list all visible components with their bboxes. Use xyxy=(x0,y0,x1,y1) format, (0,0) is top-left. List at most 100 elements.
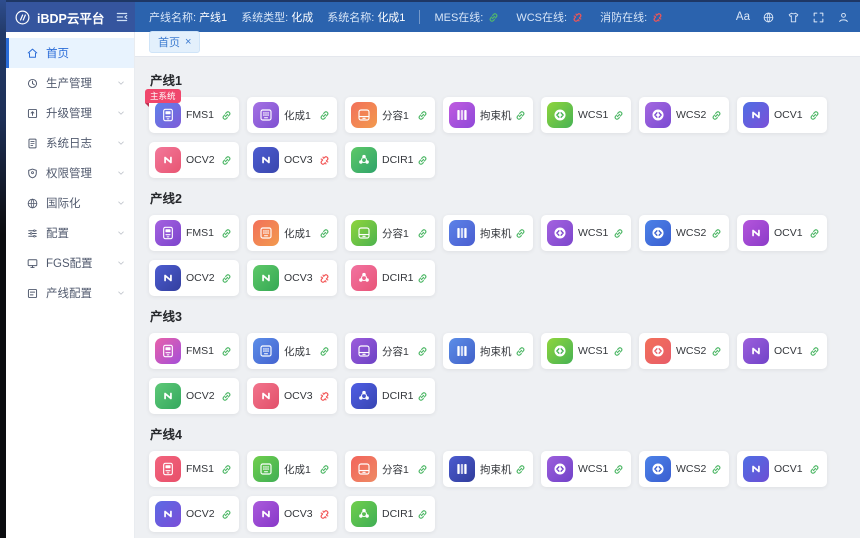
sidebar-item-upgrade[interactable]: 升级管理 xyxy=(6,98,134,128)
link-online-icon xyxy=(808,463,821,476)
device-card-OCV2[interactable]: OCV2 xyxy=(149,260,239,296)
device-card-OCV1[interactable]: OCV1 xyxy=(737,333,827,369)
link-online-icon xyxy=(514,227,527,240)
device-card-WCS1[interactable]: WCS1 xyxy=(541,333,631,369)
device-card-分容1[interactable]: 分容1 xyxy=(345,215,435,251)
device-card-DCIR1[interactable]: DCIR1 xyxy=(345,142,435,178)
device-card-化成1[interactable]: 化成1 xyxy=(247,215,337,251)
device-card-OCV3[interactable]: OCV3 xyxy=(247,260,337,296)
theme-button[interactable] xyxy=(787,11,800,24)
tab-home[interactable]: 首页 × xyxy=(149,31,201,53)
device-card-WCS1[interactable]: WCS1 xyxy=(541,451,631,487)
fullscreen-button[interactable] xyxy=(812,11,825,24)
shirt-icon xyxy=(787,11,800,24)
top-header: iBDP云平台 产线名称: 产线1 系统类型: 化成 系统名称: 化成1 MES在线: WC… xyxy=(6,2,860,32)
section-title: 产线3 xyxy=(150,310,182,324)
link-online-icon xyxy=(416,508,429,521)
wcs-icon xyxy=(547,102,573,128)
link-online-icon xyxy=(318,463,331,476)
header-divider xyxy=(419,10,421,24)
device-card-OCV1[interactable]: OCV1 xyxy=(737,451,827,487)
device-card-FMS1[interactable]: 主系统 FMS1 xyxy=(145,89,239,133)
user-button[interactable] xyxy=(837,11,850,24)
tab-label: 首页 xyxy=(158,37,180,49)
sidebar-item-home[interactable]: 首页 xyxy=(6,38,134,68)
upgrade-icon xyxy=(26,107,39,120)
link-broken-icon xyxy=(318,508,331,521)
device-card-分容1[interactable]: 分容1 xyxy=(345,451,435,487)
device-card-OCV1[interactable]: OCV1 xyxy=(737,215,827,251)
device-card-化成1[interactable]: 化成1 xyxy=(247,333,337,369)
device-card-DCIR1[interactable]: DCIR1 xyxy=(345,378,435,414)
sidebar-item-label: FGS配置 xyxy=(46,258,93,270)
link-online-icon xyxy=(710,109,723,122)
header-info-item: 产线名称: 产线1 xyxy=(149,12,228,24)
device-card-OCV3[interactable]: OCV3 xyxy=(247,378,337,414)
chevron-down-icon xyxy=(116,168,126,178)
device-card-OCV3[interactable]: OCV3 xyxy=(247,142,337,178)
device-label: WCS1 xyxy=(578,227,609,239)
sidebar-item-fgs[interactable]: FGS配置 xyxy=(6,248,134,278)
device-card-DCIR1[interactable]: DCIR1 xyxy=(345,260,435,296)
device-card-FMS1[interactable]: FMS1 xyxy=(149,333,239,369)
sidebar-item-log[interactable]: 系统日志 xyxy=(6,128,134,158)
ocv-icon xyxy=(155,265,181,291)
link-online-icon xyxy=(808,109,821,122)
tab-close-icon[interactable]: × xyxy=(185,35,192,48)
device-card-FMS1[interactable]: FMS1 xyxy=(149,215,239,251)
header-status-item: WCS在线: xyxy=(516,9,584,25)
header-info-item: 系统类型: 化成 xyxy=(241,12,314,24)
sidebar-collapse-button[interactable] xyxy=(115,10,129,24)
fullscreen-icon xyxy=(812,11,825,24)
ocv-icon xyxy=(743,338,769,364)
device-card-OCV2[interactable]: OCV2 xyxy=(149,142,239,178)
device-card-OCV1[interactable]: OCV1 xyxy=(737,97,827,133)
device-card-OCV2[interactable]: OCV2 xyxy=(149,378,239,414)
formation-icon xyxy=(253,338,279,364)
device-label: OCV1 xyxy=(774,345,803,357)
sidebar-item-label: 配置 xyxy=(46,228,69,240)
link-online-icon xyxy=(318,345,331,358)
sidebar-item-config[interactable]: 配置 xyxy=(6,218,134,248)
device-label: DCIR1 xyxy=(382,508,414,520)
device-label: 拘束机 xyxy=(480,345,512,358)
device-card-OCV3[interactable]: OCV3 xyxy=(247,496,337,532)
device-card-DCIR1[interactable]: DCIR1 xyxy=(345,496,435,532)
device-card-分容1[interactable]: 分容1 xyxy=(345,97,435,133)
device-card-WCS1[interactable]: WCS1 xyxy=(541,97,631,133)
device-label: WCS1 xyxy=(578,463,609,475)
device-label: OCV1 xyxy=(774,227,803,239)
main-system-badge: 主系统 xyxy=(145,89,181,106)
device-card-拘束机[interactable]: 拘束机 xyxy=(443,333,533,369)
device-card-拘束机[interactable]: 拘束机 xyxy=(443,97,533,133)
sidebar-item-production[interactable]: 生产管理 xyxy=(6,68,134,98)
font-size-button[interactable]: Aa xyxy=(735,11,750,23)
device-label: WCS2 xyxy=(676,463,707,475)
sidebar-item-permission[interactable]: 权限管理 xyxy=(6,158,134,188)
dcir-icon xyxy=(351,147,377,173)
link-online-icon xyxy=(612,463,625,476)
device-card-化成1[interactable]: 化成1 xyxy=(247,97,337,133)
device-card-拘束机[interactable]: 拘束机 xyxy=(443,451,533,487)
chevron-down-icon xyxy=(116,228,126,238)
device-card-WCS1[interactable]: WCS1 xyxy=(541,215,631,251)
sidebar-item-line-config[interactable]: 产线配置 xyxy=(6,278,134,308)
device-card-分容1[interactable]: 分容1 xyxy=(345,333,435,369)
ocv-icon xyxy=(743,456,769,482)
device-card-WCS2[interactable]: WCS2 xyxy=(639,451,729,487)
user-icon xyxy=(837,11,850,24)
device-card-FMS1[interactable]: FMS1 xyxy=(149,451,239,487)
device-label: OCV2 xyxy=(186,272,215,284)
device-card-化成1[interactable]: 化成1 xyxy=(247,451,337,487)
production-line-section: 产线3 FMS1 化成1 分容1 拘束机 WCS1 WCS2 OCV1 OCV2 OCV3 DCIR… xyxy=(149,306,847,414)
app-title: iBDP云平台 xyxy=(37,11,105,26)
language-button[interactable] xyxy=(762,11,775,24)
sidebar-item-i18n[interactable]: 国际化 xyxy=(6,188,134,218)
device-card-WCS2[interactable]: WCS2 xyxy=(639,97,729,133)
device-card-WCS2[interactable]: WCS2 xyxy=(639,333,729,369)
device-card-拘束机[interactable]: 拘束机 xyxy=(443,215,533,251)
device-card-OCV2[interactable]: OCV2 xyxy=(149,496,239,532)
device-card-WCS2[interactable]: WCS2 xyxy=(639,215,729,251)
dcir-icon xyxy=(351,265,377,291)
device-label: 分容1 xyxy=(382,227,409,240)
